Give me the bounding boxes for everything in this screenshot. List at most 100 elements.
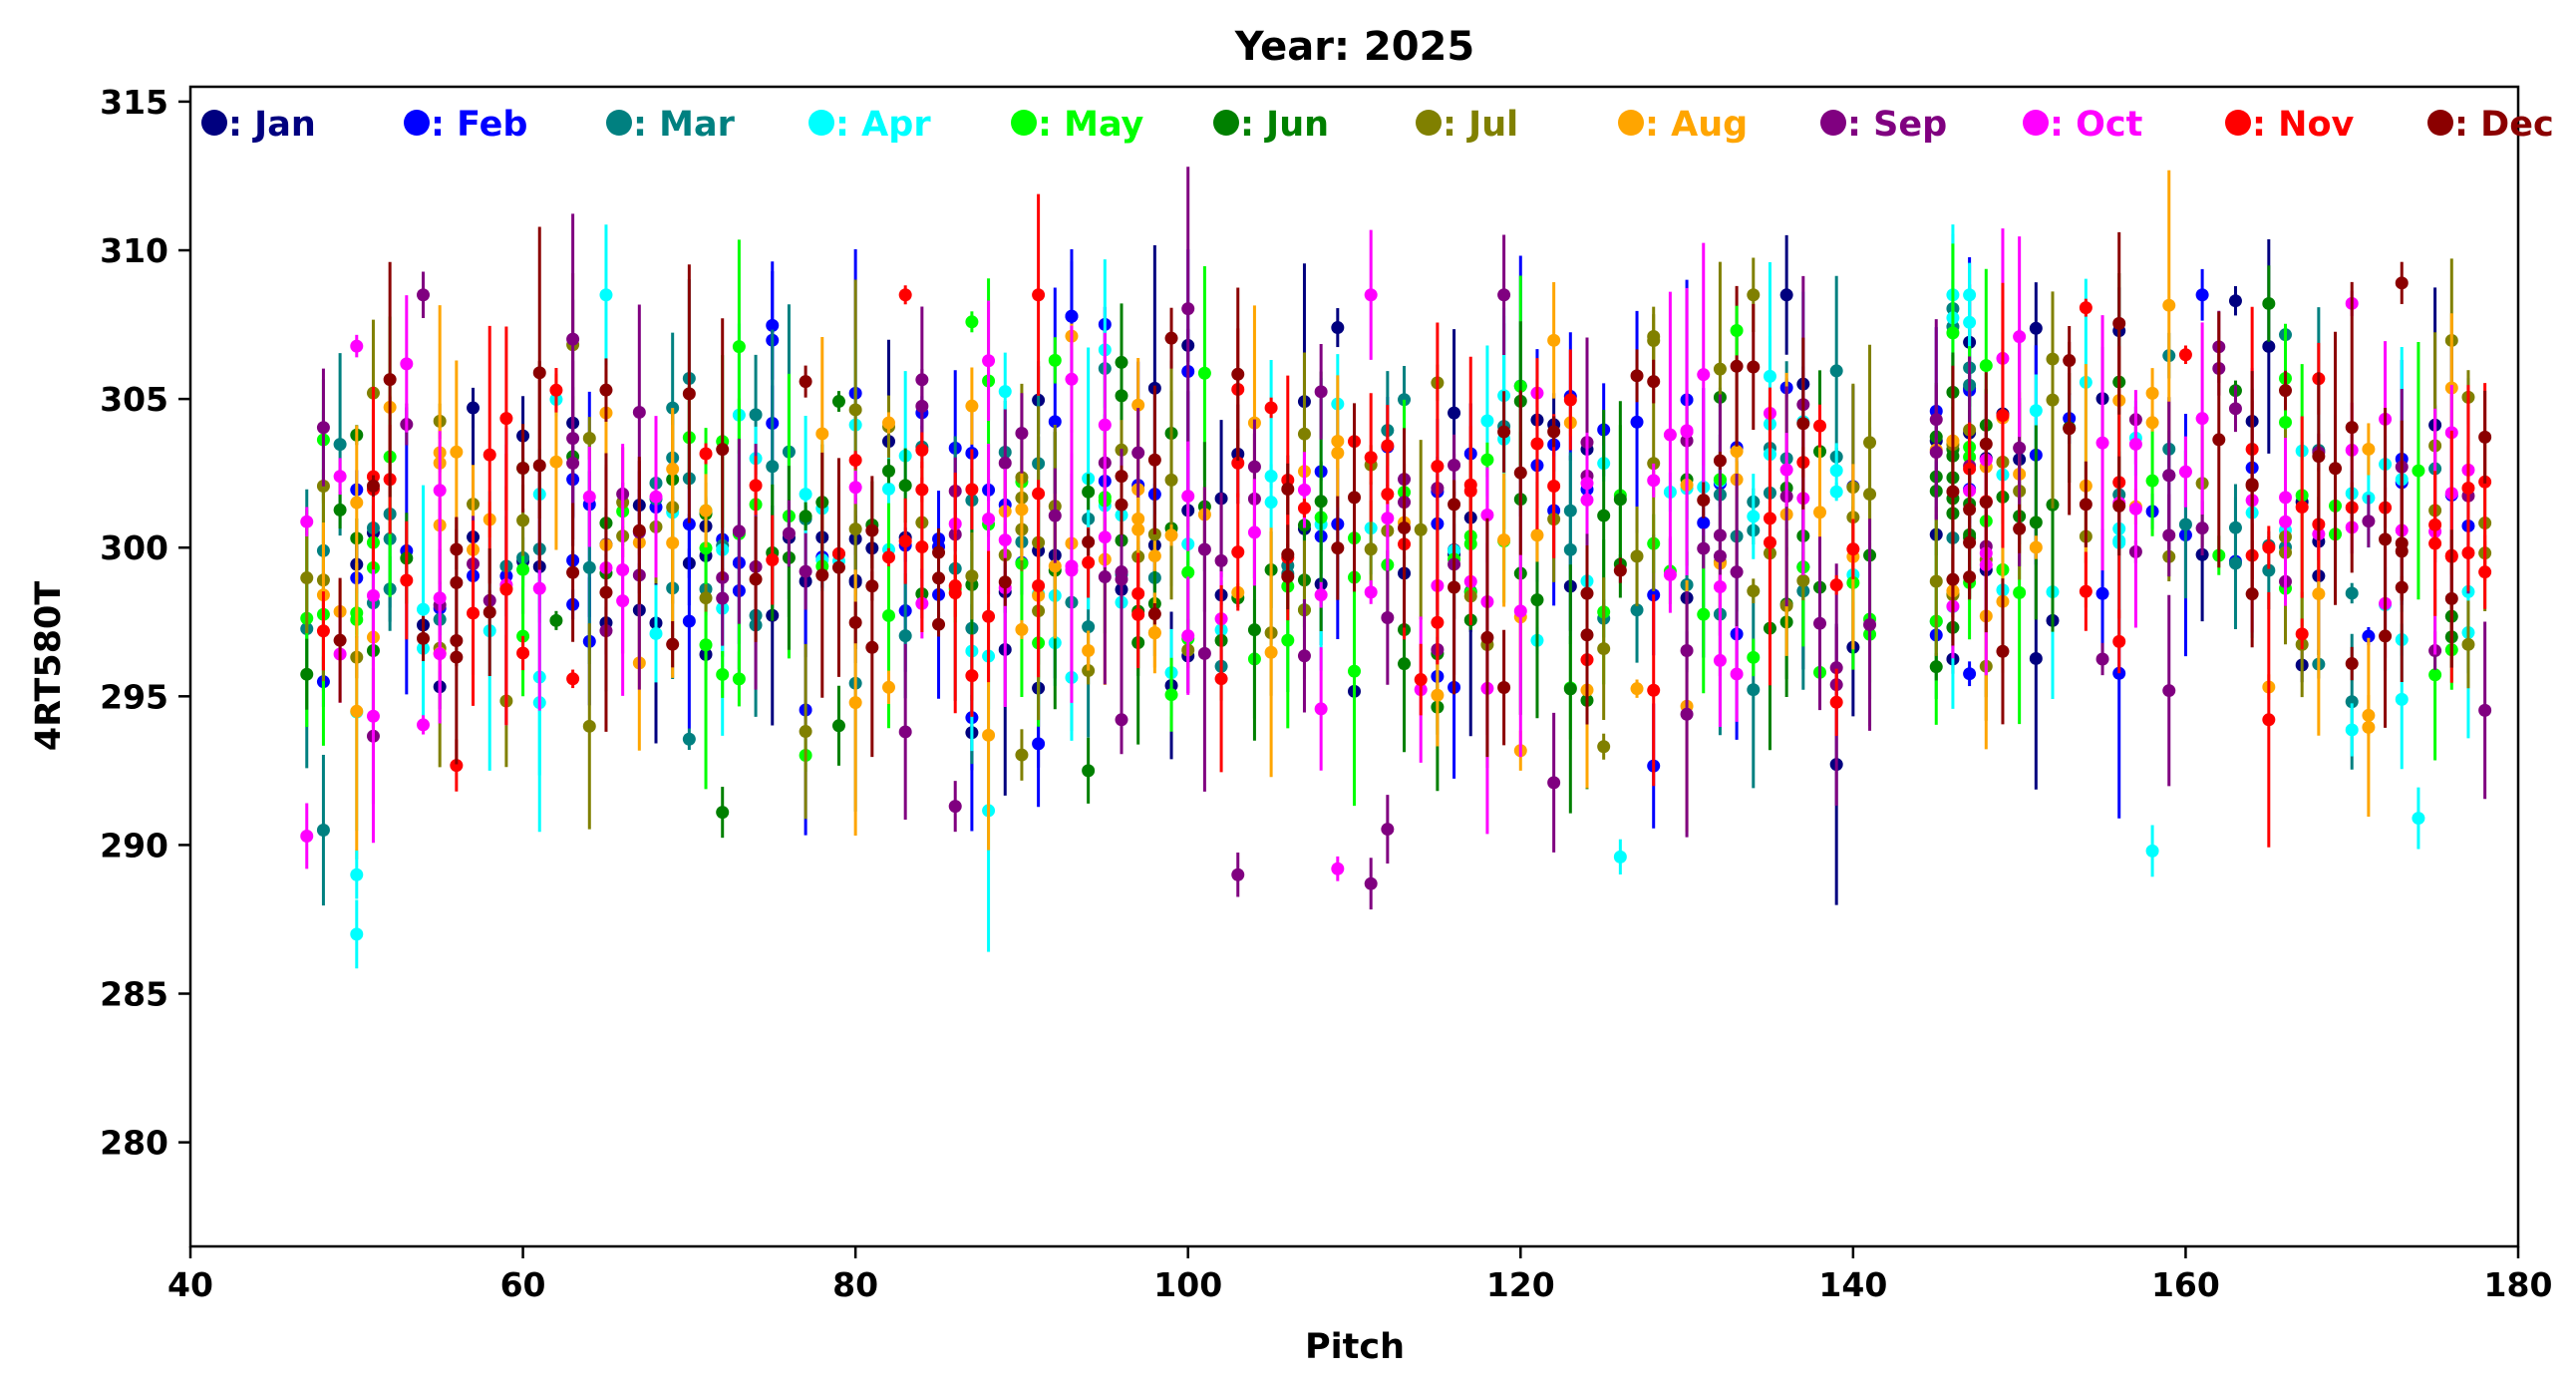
marker — [2362, 442, 2376, 456]
data-point-dec — [1448, 480, 1461, 695]
marker — [1513, 604, 1527, 618]
data-point-nov — [2295, 618, 2309, 650]
marker — [1164, 688, 1178, 702]
data-point-nov — [467, 520, 481, 706]
marker — [2013, 521, 2027, 535]
marker — [516, 514, 530, 527]
data-point-oct — [1730, 626, 1744, 722]
data-point-nov — [516, 635, 530, 671]
data-point-may — [699, 428, 713, 669]
data-point-nov — [1763, 399, 1776, 686]
legend-label: : Jun — [1240, 105, 1329, 145]
y-tick-label: 295 — [100, 677, 168, 716]
marker — [2345, 723, 2359, 737]
marker — [749, 479, 763, 493]
marker — [998, 456, 1012, 470]
data-point-oct — [333, 458, 347, 496]
data-point-jul — [1164, 360, 1178, 600]
marker — [2095, 436, 2109, 450]
marker — [1181, 629, 1195, 643]
marker — [1197, 366, 1211, 380]
marker — [1747, 360, 1761, 374]
marker — [1697, 607, 1711, 621]
marker — [516, 562, 530, 576]
data-point-nov — [1032, 193, 1046, 396]
data-point-jun — [831, 391, 845, 412]
data-point-nov — [1231, 493, 1245, 611]
marker — [1048, 415, 1062, 429]
marker — [865, 579, 879, 593]
data-point-dec — [2345, 281, 2359, 573]
data-point-may — [2412, 341, 2425, 600]
data-point-oct — [2279, 488, 2292, 508]
data-point-nov — [549, 368, 563, 413]
marker — [1597, 642, 1611, 656]
legend-label: : Oct — [2050, 105, 2142, 145]
data-point-dec — [1513, 390, 1527, 555]
marker — [1214, 553, 1228, 567]
marker — [1247, 460, 1261, 474]
x-axis-title: Pitch — [1305, 1327, 1405, 1367]
legend-item-dec: : Dec — [2427, 105, 2554, 145]
marker — [1048, 353, 1062, 367]
data-point-sep — [2362, 495, 2376, 548]
marker — [1214, 672, 1228, 686]
data-point-dec — [566, 503, 580, 642]
marker — [1147, 453, 1161, 467]
marker — [1713, 579, 1727, 593]
marker — [932, 617, 946, 631]
marker — [300, 515, 314, 528]
marker — [1314, 588, 1328, 602]
marker — [2145, 474, 2159, 488]
marker — [898, 629, 912, 643]
marker — [716, 443, 730, 457]
marker — [1281, 569, 1295, 583]
marker — [433, 484, 447, 498]
marker — [882, 482, 895, 496]
data-point-nov — [1431, 580, 1445, 665]
data-point-nov — [965, 449, 979, 530]
data-point-nov — [2178, 345, 2192, 365]
data-point-nov — [2461, 385, 2475, 591]
data-point-oct — [417, 715, 430, 735]
data-point-sep — [1314, 343, 1328, 440]
marker — [1563, 682, 1577, 696]
marker — [915, 443, 929, 457]
data-point-jul — [582, 623, 596, 830]
marker — [1747, 510, 1761, 523]
legend-label: : Mar — [633, 105, 736, 145]
data-point-dec — [2013, 504, 2027, 553]
data-point-dec — [666, 620, 680, 668]
marker — [1497, 533, 1511, 547]
marker — [1281, 633, 1295, 647]
data-point-oct — [2013, 236, 2027, 438]
data-point-apr — [1829, 443, 1843, 499]
marker — [1115, 355, 1128, 369]
marker — [2228, 294, 2242, 308]
marker — [2279, 491, 2292, 505]
marker — [1480, 630, 1494, 644]
marker — [1730, 324, 1744, 338]
marker — [2461, 637, 2475, 651]
legend-marker — [1416, 110, 1442, 136]
data-point-aug — [2029, 535, 2043, 559]
marker — [1231, 367, 1245, 381]
marker — [2379, 532, 2393, 546]
marker — [682, 732, 696, 746]
legend-marker — [1213, 110, 1239, 136]
marker — [1082, 764, 1096, 778]
marker — [350, 927, 364, 941]
marker — [1630, 369, 1644, 383]
data-point-sep — [1181, 167, 1195, 451]
marker — [1115, 713, 1128, 727]
data-point-sep — [732, 438, 746, 624]
data-point-nov — [1829, 668, 1843, 736]
marker — [1364, 288, 1378, 302]
marker — [1147, 626, 1161, 640]
marker — [1697, 541, 1711, 555]
marker — [1381, 488, 1395, 502]
marker — [1630, 603, 1644, 617]
marker — [1813, 506, 1826, 520]
data-point-mar — [2228, 497, 2242, 630]
marker — [1613, 563, 1627, 577]
